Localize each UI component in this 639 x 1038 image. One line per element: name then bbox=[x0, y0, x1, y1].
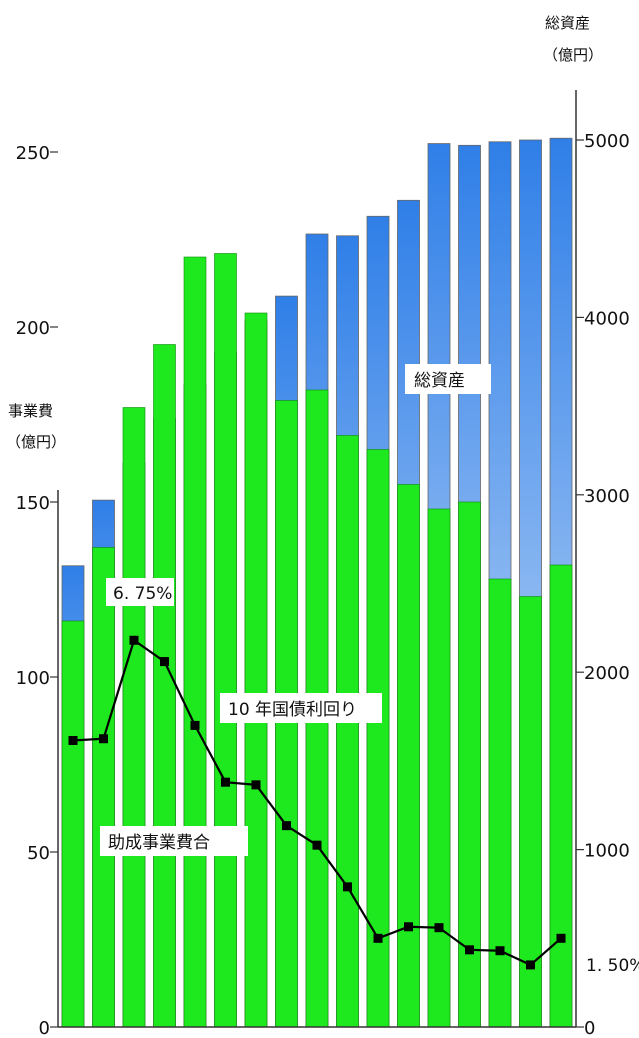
bond-yield-point-89 bbox=[99, 734, 108, 744]
start-rate-label: 6. 75% bbox=[113, 584, 172, 604]
grant-bar-88 bbox=[61, 620, 85, 1028]
right-axis-title-line1: 総資産 bbox=[545, 14, 590, 32]
grant-bar-02 bbox=[488, 578, 512, 1028]
grant-bar-91 bbox=[153, 344, 176, 1028]
bond-yield-point-02 bbox=[495, 946, 505, 956]
grant-bar-90 bbox=[122, 407, 146, 1028]
left-axis-ticks: 0 50 100 150 200 250 bbox=[16, 143, 58, 1038]
grants-label-box bbox=[100, 826, 248, 856]
left-axis-title-line2: （億円） bbox=[6, 433, 66, 451]
right-tick-label: 2000 bbox=[584, 663, 630, 684]
bond-yield-point-03 bbox=[526, 960, 535, 970]
grant-bar-99 bbox=[397, 484, 420, 1028]
bond-yield-point-96 bbox=[312, 840, 322, 850]
grants-label: 助成事業費合 bbox=[108, 833, 210, 853]
axes bbox=[57, 90, 577, 1028]
bond-yield-point-92 bbox=[190, 720, 200, 730]
left-tick-label: 100 bbox=[16, 668, 50, 689]
bond-yield-point-98 bbox=[373, 933, 383, 943]
bond-yield-point-04 bbox=[556, 933, 566, 943]
bond-label-box bbox=[220, 693, 382, 723]
start-rate-label-box bbox=[106, 578, 174, 606]
right-tick-label: 5000 bbox=[584, 131, 630, 152]
left-tick-label: 150 bbox=[16, 493, 50, 514]
right-tick-label: 3000 bbox=[584, 486, 630, 507]
bond-yield-point-95 bbox=[282, 821, 291, 831]
grant-bar-92 bbox=[183, 256, 207, 1028]
grant-bar-89 bbox=[92, 547, 115, 1028]
grant-bar-97 bbox=[336, 435, 359, 1028]
bond-yield-point-88 bbox=[68, 735, 78, 745]
bond-label: 10 年国債利回り bbox=[228, 700, 357, 720]
left-tick-label: 50 bbox=[27, 843, 50, 864]
grant-bar-94 bbox=[244, 312, 268, 1028]
right-axis-title-line2: （億円） bbox=[543, 46, 603, 64]
assets-label-box bbox=[405, 364, 491, 394]
left-tick-label: 0 bbox=[39, 1018, 50, 1038]
left-axis-title-line1: 事業費 bbox=[8, 402, 53, 420]
bond-yield-point-90 bbox=[129, 635, 139, 645]
bond-yield-point-01 bbox=[465, 945, 474, 955]
grant-bar-00 bbox=[427, 508, 451, 1028]
grant-bar-93 bbox=[214, 253, 237, 1028]
end-rate-label: 1. 50% bbox=[586, 956, 639, 976]
bond-yield-point-97 bbox=[343, 882, 352, 892]
right-tick-label: 0 bbox=[584, 1018, 595, 1038]
bond-yield-point-94 bbox=[251, 780, 261, 790]
bond-yield-point-00 bbox=[434, 923, 444, 933]
left-tick-label: 200 bbox=[16, 318, 50, 339]
bond-yield-point-99 bbox=[404, 922, 413, 932]
bond-yield-line bbox=[68, 635, 566, 970]
right-tick-label: 4000 bbox=[584, 308, 630, 329]
grant-bar-04 bbox=[549, 564, 573, 1028]
right-axis-ticks: 0 1000 2000 3000 4000 5000 bbox=[576, 131, 630, 1038]
bond-yield-point-91 bbox=[160, 657, 169, 667]
left-tick-label: 250 bbox=[16, 143, 50, 164]
right-tick-label: 1000 bbox=[584, 841, 630, 862]
bond-yield-point-93 bbox=[221, 777, 230, 787]
assets-label: 総資産 bbox=[414, 371, 465, 391]
